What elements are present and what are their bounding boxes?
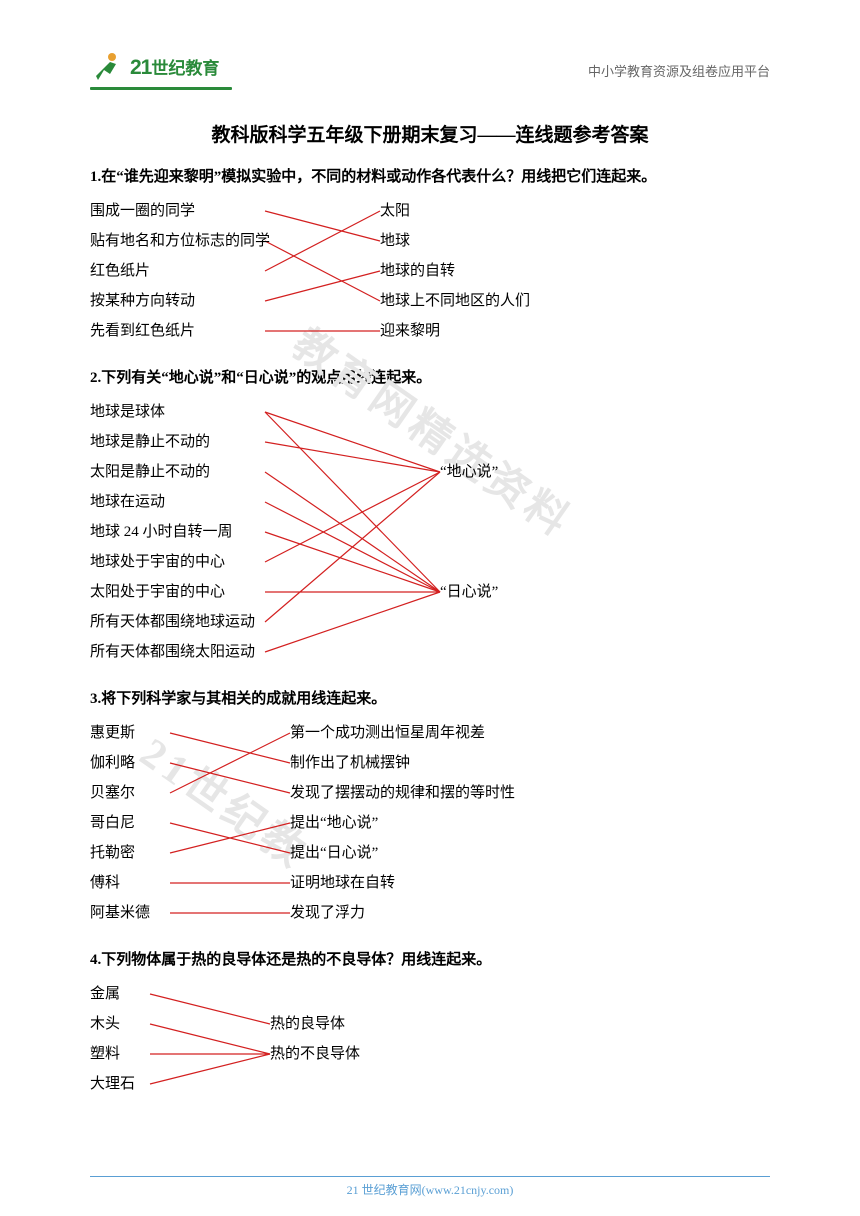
- match-row: 按某种方向转动地球上不同地区的人们: [90, 286, 770, 316]
- left-item: 惠更斯: [90, 718, 290, 748]
- right-item: 发现了摆摆动的规律和摆的等时性: [290, 778, 515, 808]
- right-item: “地心说”: [440, 457, 498, 487]
- right-item: 第一个成功测出恒星周年视差: [290, 718, 485, 748]
- left-item: 贴有地名和方位标志的同学: [90, 226, 380, 256]
- match-row: 地球处于宇宙的中心: [90, 547, 770, 577]
- match-row: 太阳处于宇宙的中心“日心说”: [90, 577, 770, 607]
- match-row: 围成一圈的同学太阳: [90, 196, 770, 226]
- left-item: 地球是球体: [90, 397, 440, 427]
- left-item: 先看到红色纸片: [90, 316, 380, 346]
- match-row: 金属: [90, 979, 770, 1009]
- right-item: 太阳: [380, 196, 410, 226]
- match-row: 地球 24 小时自转一周: [90, 517, 770, 547]
- left-item: 地球在运动: [90, 487, 440, 517]
- left-item: 金属: [90, 979, 270, 1009]
- left-item: 大理石: [90, 1069, 270, 1099]
- match-row: 贴有地名和方位标志的同学地球: [90, 226, 770, 256]
- left-item: 红色纸片: [90, 256, 380, 286]
- logo-block: 21 世纪教育: [90, 50, 232, 90]
- question-heading: 1.在“谁先迎来黎明”模拟实验中，不同的材料或动作各代表什么？用线把它们连起来。: [90, 165, 770, 186]
- right-item: 迎来黎明: [380, 316, 440, 346]
- match-row: 地球是球体: [90, 397, 770, 427]
- matching-section: 1.在“谁先迎来黎明”模拟实验中，不同的材料或动作各代表什么？用线把它们连起来。…: [90, 165, 770, 346]
- match-row: 所有天体都围绕地球运动: [90, 607, 770, 637]
- left-item: 阿基米德: [90, 898, 290, 928]
- right-item: 地球的自转: [380, 256, 455, 286]
- question-heading: 4.下列物体属于热的良导体还是热的不良导体？用线连起来。: [90, 948, 770, 969]
- match-row: 地球是静止不动的: [90, 427, 770, 457]
- matching-section: 3.将下列科学家与其相关的成就用线连起来。惠更斯第一个成功测出恒星周年视差伽利略…: [90, 687, 770, 928]
- footer-line: [90, 1176, 770, 1177]
- right-item: 发现了浮力: [290, 898, 365, 928]
- match-row: 哥白尼提出“地心说”: [90, 808, 770, 838]
- match-row: 地球在运动: [90, 487, 770, 517]
- match-row: 先看到红色纸片迎来黎明: [90, 316, 770, 346]
- left-item: 所有天体都围绕地球运动: [90, 607, 440, 637]
- left-item: 地球处于宇宙的中心: [90, 547, 440, 577]
- match-row: 木头热的良导体: [90, 1009, 770, 1039]
- question-heading: 3.将下列科学家与其相关的成就用线连起来。: [90, 687, 770, 708]
- question-heading: 2.下列有关“地心说”和“日心说”的观点用线连起来。: [90, 366, 770, 387]
- matching-grid: 惠更斯第一个成功测出恒星周年视差伽利略制作出了机械摆钟贝塞尔发现了摆摆动的规律和…: [90, 718, 770, 928]
- matching-grid: 地球是球体地球是静止不动的太阳是静止不动的“地心说”地球在运动地球 24 小时自…: [90, 397, 770, 667]
- matching-section: 2.下列有关“地心说”和“日心说”的观点用线连起来。地球是球体地球是静止不动的太…: [90, 366, 770, 667]
- logo-runner-icon: [90, 50, 124, 84]
- match-row: 红色纸片地球的自转: [90, 256, 770, 286]
- left-item: 地球是静止不动的: [90, 427, 440, 457]
- match-row: 阿基米德发现了浮力: [90, 898, 770, 928]
- left-item: 哥白尼: [90, 808, 290, 838]
- sections-container: 1.在“谁先迎来黎明”模拟实验中，不同的材料或动作各代表什么？用线把它们连起来。…: [90, 165, 770, 1099]
- left-item: 围成一圈的同学: [90, 196, 380, 226]
- left-item: 伽利略: [90, 748, 290, 778]
- match-row: 傅科证明地球在自转: [90, 868, 770, 898]
- footer-text: 21 世纪教育网(www.21cnjy.com): [347, 1183, 514, 1197]
- left-item: 所有天体都围绕太阳运动: [90, 637, 440, 667]
- right-item: 热的良导体: [270, 1009, 345, 1039]
- match-row: 伽利略制作出了机械摆钟: [90, 748, 770, 778]
- left-item: 塑料: [90, 1039, 270, 1069]
- header-right-text: 中小学教育资源及组卷应用平台: [588, 61, 770, 80]
- left-item: 按某种方向转动: [90, 286, 380, 316]
- right-item: 热的不良导体: [270, 1039, 360, 1069]
- right-item: 地球: [380, 226, 410, 256]
- matching-grid: 围成一圈的同学太阳贴有地名和方位标志的同学地球红色纸片地球的自转按某种方向转动地…: [90, 196, 770, 346]
- page-header: 21 世纪教育 中小学教育资源及组卷应用平台: [90, 50, 770, 90]
- match-row: 惠更斯第一个成功测出恒星周年视差: [90, 718, 770, 748]
- left-item: 木头: [90, 1009, 270, 1039]
- left-item: 傅科: [90, 868, 290, 898]
- right-item: 制作出了机械摆钟: [290, 748, 410, 778]
- right-item: 提出“地心说”: [290, 808, 378, 838]
- matching-grid: 金属木头热的良导体塑料热的不良导体大理石: [90, 979, 770, 1099]
- page-footer: 21 世纪教育网(www.21cnjy.com): [0, 1176, 860, 1198]
- match-row: 塑料热的不良导体: [90, 1039, 770, 1069]
- match-row: 贝塞尔发现了摆摆动的规律和摆的等时性: [90, 778, 770, 808]
- logo-text-21: 21: [130, 56, 151, 80]
- document-title: 教科版科学五年级下册期末复习——连线题参考答案: [90, 120, 770, 147]
- match-row: 所有天体都围绕太阳运动: [90, 637, 770, 667]
- page-container: 21 世纪教育 中小学教育资源及组卷应用平台 教科版科学五年级下册期末复习——连…: [0, 0, 860, 1159]
- logo-text-cn: 世纪教育: [151, 54, 219, 79]
- right-item: “日心说”: [440, 577, 498, 607]
- left-item: 托勒密: [90, 838, 290, 868]
- right-item: 证明地球在自转: [290, 868, 395, 898]
- matching-section: 4.下列物体属于热的良导体还是热的不良导体？用线连起来。金属木头热的良导体塑料热…: [90, 948, 770, 1099]
- match-row: 太阳是静止不动的“地心说”: [90, 457, 770, 487]
- left-item: 贝塞尔: [90, 778, 290, 808]
- logo-area: 21 世纪教育: [90, 50, 232, 84]
- right-item: 提出“日心说”: [290, 838, 378, 868]
- left-item: 太阳是静止不动的: [90, 457, 440, 487]
- match-row: 大理石: [90, 1069, 770, 1099]
- left-item: 太阳处于宇宙的中心: [90, 577, 440, 607]
- right-item: 地球上不同地区的人们: [380, 286, 530, 316]
- logo-underline: [90, 87, 232, 90]
- match-row: 托勒密提出“日心说”: [90, 838, 770, 868]
- left-item: 地球 24 小时自转一周: [90, 517, 440, 547]
